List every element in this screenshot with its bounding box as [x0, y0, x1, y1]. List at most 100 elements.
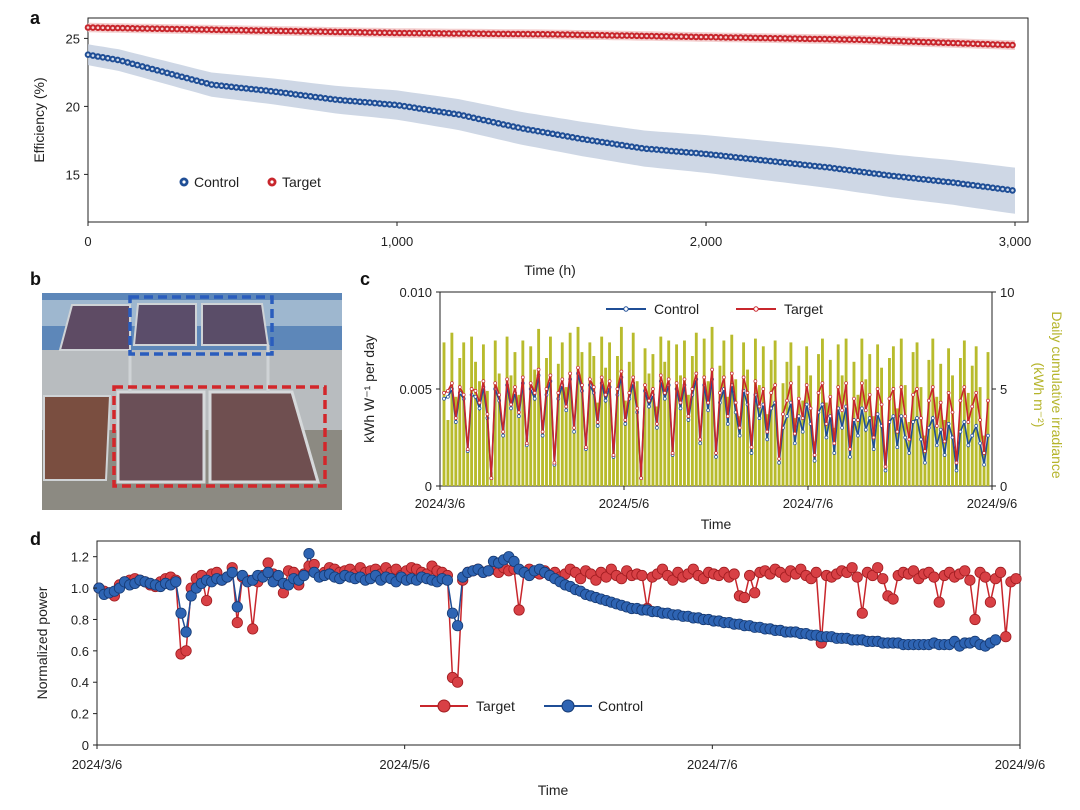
point-target-c: [552, 460, 557, 465]
point-center-target: [121, 26, 124, 30]
legend-a: Control Target: [179, 174, 321, 190]
point-center-target: [531, 32, 535, 36]
legend-label-control-c: Control: [654, 301, 699, 317]
point-center-control: [348, 99, 352, 103]
point-target-c: [603, 392, 608, 397]
point-target-c: [678, 400, 683, 405]
point-target-c: [465, 447, 470, 451]
irradiance-bar: [864, 379, 868, 486]
point-center-control: [729, 155, 732, 158]
point-center-control: [131, 62, 134, 66]
point-center-target: [279, 29, 283, 33]
irradiance-bar: [580, 352, 584, 486]
point-target-c: [966, 420, 971, 424]
point-center-control: [551, 132, 554, 136]
point-center-control: [828, 166, 831, 169]
point-target-c: [556, 391, 561, 395]
point-center-target: [502, 32, 505, 36]
xtick-label-c: 2024/5/6: [599, 496, 650, 511]
point-center-control: [1001, 187, 1004, 191]
point-center-control: [492, 120, 495, 124]
point-target-c: [899, 385, 904, 389]
point-control-c: [856, 433, 860, 438]
point-center-control: [620, 143, 624, 147]
point-center-target: [151, 27, 154, 31]
point-center-control: [86, 53, 90, 56]
point-control-c: [603, 398, 608, 403]
point-target-d: [1000, 631, 1012, 643]
point-center-target: [304, 30, 307, 33]
point-target-c: [954, 460, 959, 465]
point-center-target: [264, 29, 268, 32]
point-center-target: [576, 33, 579, 37]
point-center-control: [937, 179, 940, 183]
point-control-c: [950, 435, 955, 440]
point-target-c: [548, 373, 553, 378]
point-target-c: [682, 377, 687, 382]
irradiance-bar: [572, 416, 576, 486]
irradiance-bar: [537, 328, 541, 486]
irradiance-bar: [552, 460, 556, 486]
irradiance-bar: [805, 346, 809, 486]
point-center-target: [492, 32, 495, 36]
point-center-target: [764, 36, 767, 40]
point-center-control: [210, 83, 213, 86]
point-center-target: [225, 28, 228, 32]
point-center-target: [922, 40, 925, 44]
irradiance-bar: [939, 363, 943, 486]
point-center-target: [942, 41, 945, 44]
point-center-target: [734, 36, 737, 39]
point-target-c: [733, 400, 738, 405]
point-target-c: [473, 389, 478, 393]
point-target-c: [520, 375, 525, 380]
point-target-c: [564, 404, 569, 409]
irradiance-bar: [872, 416, 876, 486]
irradiance-bar: [588, 342, 592, 486]
panel-label-a: a: [30, 8, 41, 28]
irradiance-bar: [951, 375, 954, 486]
point-control-c: [927, 425, 931, 430]
point-center-control: [932, 179, 935, 182]
point-center-control: [882, 173, 886, 177]
point-control-c: [958, 429, 963, 434]
point-center-control: [467, 115, 471, 118]
point-target-c: [938, 400, 943, 405]
point-center-control: [240, 86, 243, 90]
point-center-control: [699, 152, 703, 155]
point-center-target: [625, 34, 629, 37]
point-center-control: [521, 127, 525, 130]
xtick-label-a: 3,000: [999, 234, 1032, 249]
point-center-control: [556, 133, 559, 136]
point-center-target: [86, 26, 90, 29]
point-target-c: [923, 449, 927, 453]
point-target-c: [836, 385, 841, 389]
point-center-control: [126, 61, 129, 64]
irradiance-bar: [509, 375, 513, 486]
point-control-c: [446, 394, 450, 399]
point-center-control: [487, 119, 490, 123]
point-target-c: [718, 391, 722, 395]
photo-panel-1: [58, 304, 131, 351]
point-target-c: [840, 408, 844, 413]
ytick-right-label-c: 5: [1000, 382, 1007, 397]
point-center-target: [684, 35, 688, 38]
point-target-c: [958, 398, 963, 403]
point-control-c: [623, 422, 628, 426]
point-center-target: [240, 28, 243, 32]
point-control-c: [867, 416, 872, 420]
point-target-c: [777, 456, 781, 461]
point-center-control: [215, 83, 218, 87]
point-center-control: [981, 185, 985, 188]
axes-a: 0 1,000 2,000 3,000 15 20 25: [66, 31, 1032, 249]
point-center-target: [927, 40, 930, 44]
ytick-right-label-c: 10: [1000, 285, 1014, 300]
point-center-target: [526, 32, 530, 36]
point-center-control: [838, 167, 841, 171]
point-center-control: [571, 136, 574, 139]
point-target-c: [706, 400, 710, 405]
point-center-target: [333, 30, 337, 34]
point-center-target: [680, 35, 683, 38]
point-target-c: [560, 377, 565, 382]
irradiance-bar: [671, 443, 675, 486]
ylabel-a: Efficiency (%): [31, 77, 47, 162]
